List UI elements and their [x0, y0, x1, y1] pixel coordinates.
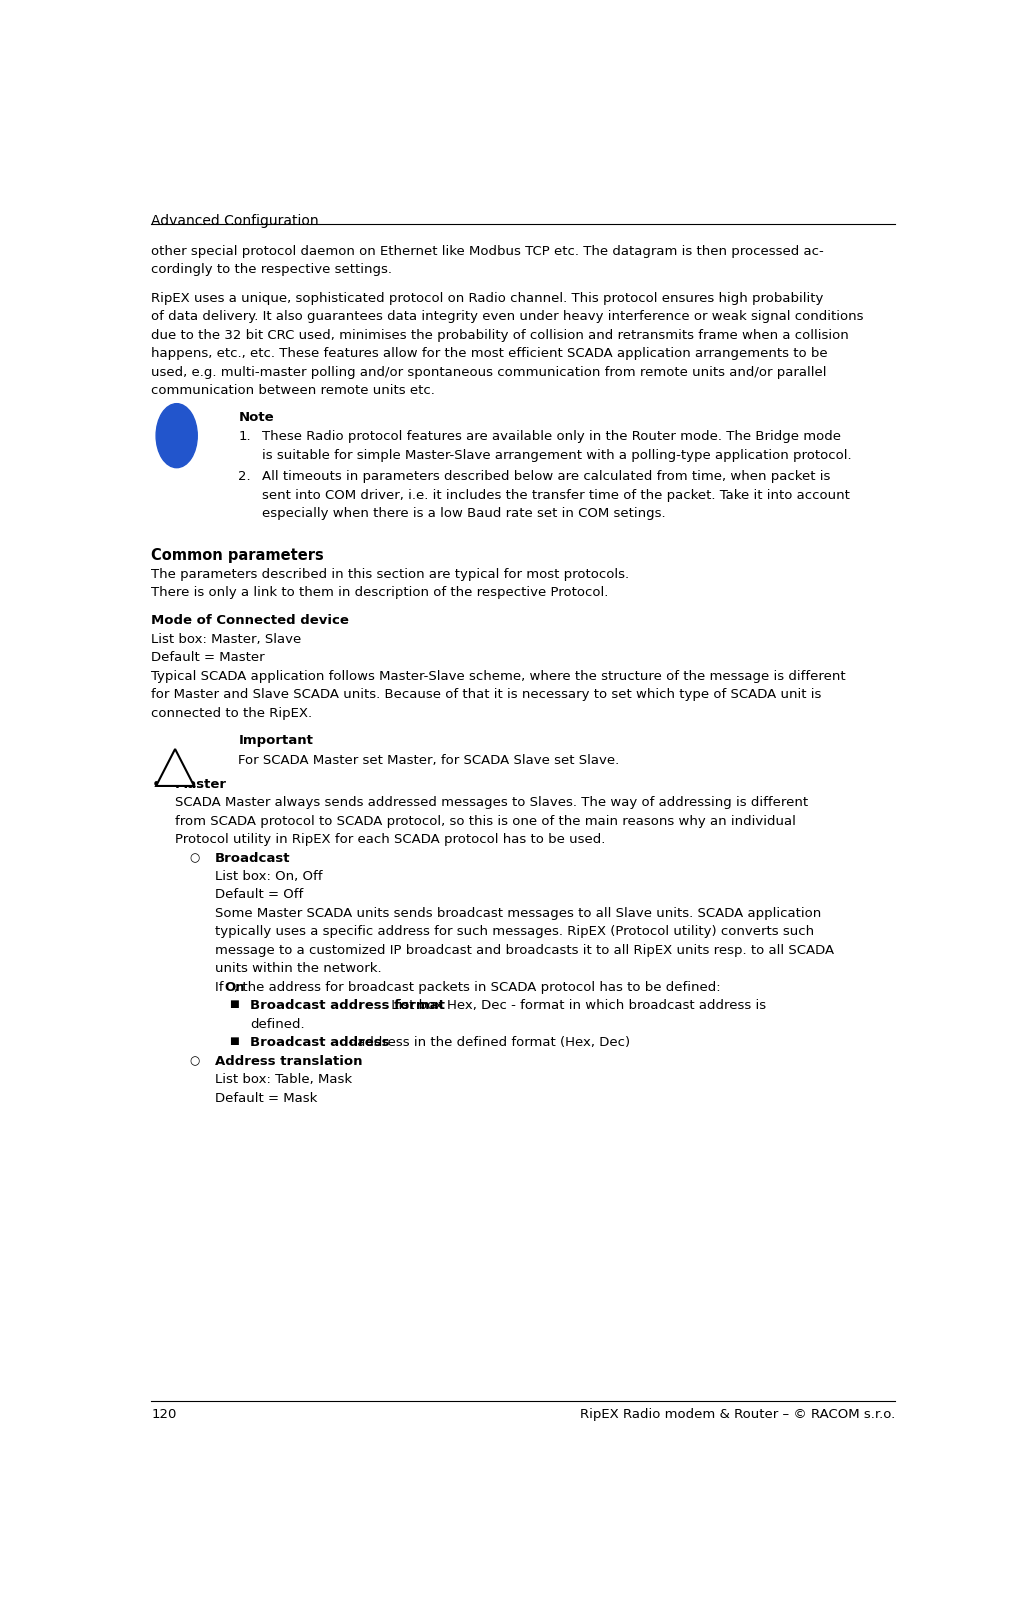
Text: ■: ■ — [229, 999, 239, 1009]
Text: message to a customized IP broadcast and broadcasts it to all RipEX units resp. : message to a customized IP broadcast and… — [214, 943, 834, 956]
Text: is suitable for simple Master-Slave arrangement with a polling-type application : is suitable for simple Master-Slave arra… — [262, 449, 852, 462]
Text: 120: 120 — [151, 1409, 177, 1422]
Text: Broadcast address format: Broadcast address format — [250, 999, 445, 1012]
Text: RipEX uses a unique, sophisticated protocol on Radio channel. This protocol ensu: RipEX uses a unique, sophisticated proto… — [151, 293, 824, 305]
Text: typically uses a specific address for such messages. RipEX (Protocol utility) co: typically uses a specific address for su… — [214, 926, 814, 939]
Text: due to the 32 bit CRC used, minimises the probability of collision and retransmi: due to the 32 bit CRC used, minimises th… — [151, 329, 849, 342]
Text: units within the network.: units within the network. — [214, 963, 381, 975]
Text: cordingly to the respective settings.: cordingly to the respective settings. — [151, 264, 392, 277]
Text: communication between remote units etc.: communication between remote units etc. — [151, 384, 435, 397]
Text: Important: Important — [238, 734, 313, 747]
Text: happens, etc., etc. These features allow for the most efficient SCADA applicatio: happens, etc., etc. These features allow… — [151, 347, 828, 360]
Text: 2.: 2. — [238, 470, 251, 483]
Text: RipEX Radio modem & Router – © RACOM s.r.o.: RipEX Radio modem & Router – © RACOM s.r… — [580, 1409, 895, 1422]
Text: for Master and Slave SCADA units. Because of that it is necessary to set which t: for Master and Slave SCADA units. Becaus… — [151, 688, 822, 700]
Text: Common parameters: Common parameters — [151, 548, 324, 563]
Text: List box: On, Off: List box: On, Off — [214, 870, 323, 883]
Text: Default = Master: Default = Master — [151, 651, 265, 664]
Text: List box: Master, Slave: List box: Master, Slave — [151, 633, 301, 646]
Text: Master: Master — [176, 777, 227, 790]
Text: •: • — [151, 777, 160, 793]
Text: especially when there is a low Baud rate set in COM setings.: especially when there is a low Baud rate… — [262, 507, 666, 520]
Text: For SCADA Master set Master, for SCADA Slave set Slave.: For SCADA Master set Master, for SCADA S… — [238, 753, 620, 766]
Text: The parameters described in this section are typical for most protocols.: The parameters described in this section… — [151, 568, 630, 580]
Text: , the address for broadcast packets in SCADA protocol has to be defined:: , the address for broadcast packets in S… — [234, 980, 720, 995]
Text: ■: ■ — [229, 1036, 239, 1046]
Text: i: i — [174, 427, 180, 445]
Text: Advanced Configuration: Advanced Configuration — [151, 214, 319, 229]
Text: - address in the defined format (Hex, Dec): - address in the defined format (Hex, De… — [344, 1036, 630, 1049]
Text: Typical SCADA application follows Master-Slave scheme, where the structure of th: Typical SCADA application follows Master… — [151, 670, 846, 683]
Text: On: On — [225, 980, 245, 995]
Text: List box: Table, Mask: List box: Table, Mask — [214, 1073, 352, 1086]
Text: All timeouts in parameters described below are calculated from time, when packet: All timeouts in parameters described bel… — [262, 470, 830, 483]
Text: Default = Off: Default = Off — [214, 889, 303, 902]
Text: There is only a link to them in description of the respective Protocol.: There is only a link to them in descript… — [151, 587, 609, 600]
Text: ○: ○ — [189, 852, 199, 865]
Text: SCADA Master always sends addressed messages to Slaves. The way of addressing is: SCADA Master always sends addressed mess… — [176, 796, 809, 809]
Text: 1.: 1. — [238, 430, 251, 443]
Text: used, e.g. multi-master polling and/or spontaneous communication from remote uni: used, e.g. multi-master polling and/or s… — [151, 366, 827, 379]
Text: Broadcast: Broadcast — [214, 852, 290, 865]
Text: Some Master SCADA units sends broadcast messages to all Slave units. SCADA appli: Some Master SCADA units sends broadcast … — [214, 907, 821, 919]
Text: of data delivery. It also guarantees data integrity even under heavy interferenc: of data delivery. It also guarantees dat… — [151, 310, 864, 323]
Polygon shape — [156, 748, 194, 787]
Text: Address translation: Address translation — [214, 1055, 362, 1068]
Circle shape — [156, 403, 197, 467]
Text: connected to the RipEX.: connected to the RipEX. — [151, 707, 312, 720]
Text: sent into COM driver, i.e. it includes the transfer time of the packet. Take it : sent into COM driver, i.e. it includes t… — [262, 489, 850, 502]
Text: These Radio protocol features are available only in the Router mode. The Bridge : These Radio protocol features are availa… — [262, 430, 841, 443]
Text: ○: ○ — [189, 1055, 199, 1068]
Text: from SCADA protocol to SCADA protocol, so this is one of the main reasons why an: from SCADA protocol to SCADA protocol, s… — [176, 814, 796, 828]
Text: Broadcast address: Broadcast address — [250, 1036, 390, 1049]
Text: If: If — [214, 980, 228, 995]
Text: Note: Note — [238, 411, 274, 424]
Text: Default = Mask: Default = Mask — [214, 1092, 318, 1105]
Text: Mode of Connected device: Mode of Connected device — [151, 614, 349, 627]
Text: other special protocol daemon on Ethernet like Modbus TCP etc. The datagram is t: other special protocol daemon on Etherne… — [151, 245, 824, 257]
Text: Protocol utility in RipEX for each SCADA protocol has to be used.: Protocol utility in RipEX for each SCADA… — [176, 833, 605, 846]
Text: !: ! — [172, 761, 179, 776]
Text: - List box Hex, Dec - format in which broadcast address is: - List box Hex, Dec - format in which br… — [379, 999, 767, 1012]
Text: defined.: defined. — [250, 1017, 305, 1031]
